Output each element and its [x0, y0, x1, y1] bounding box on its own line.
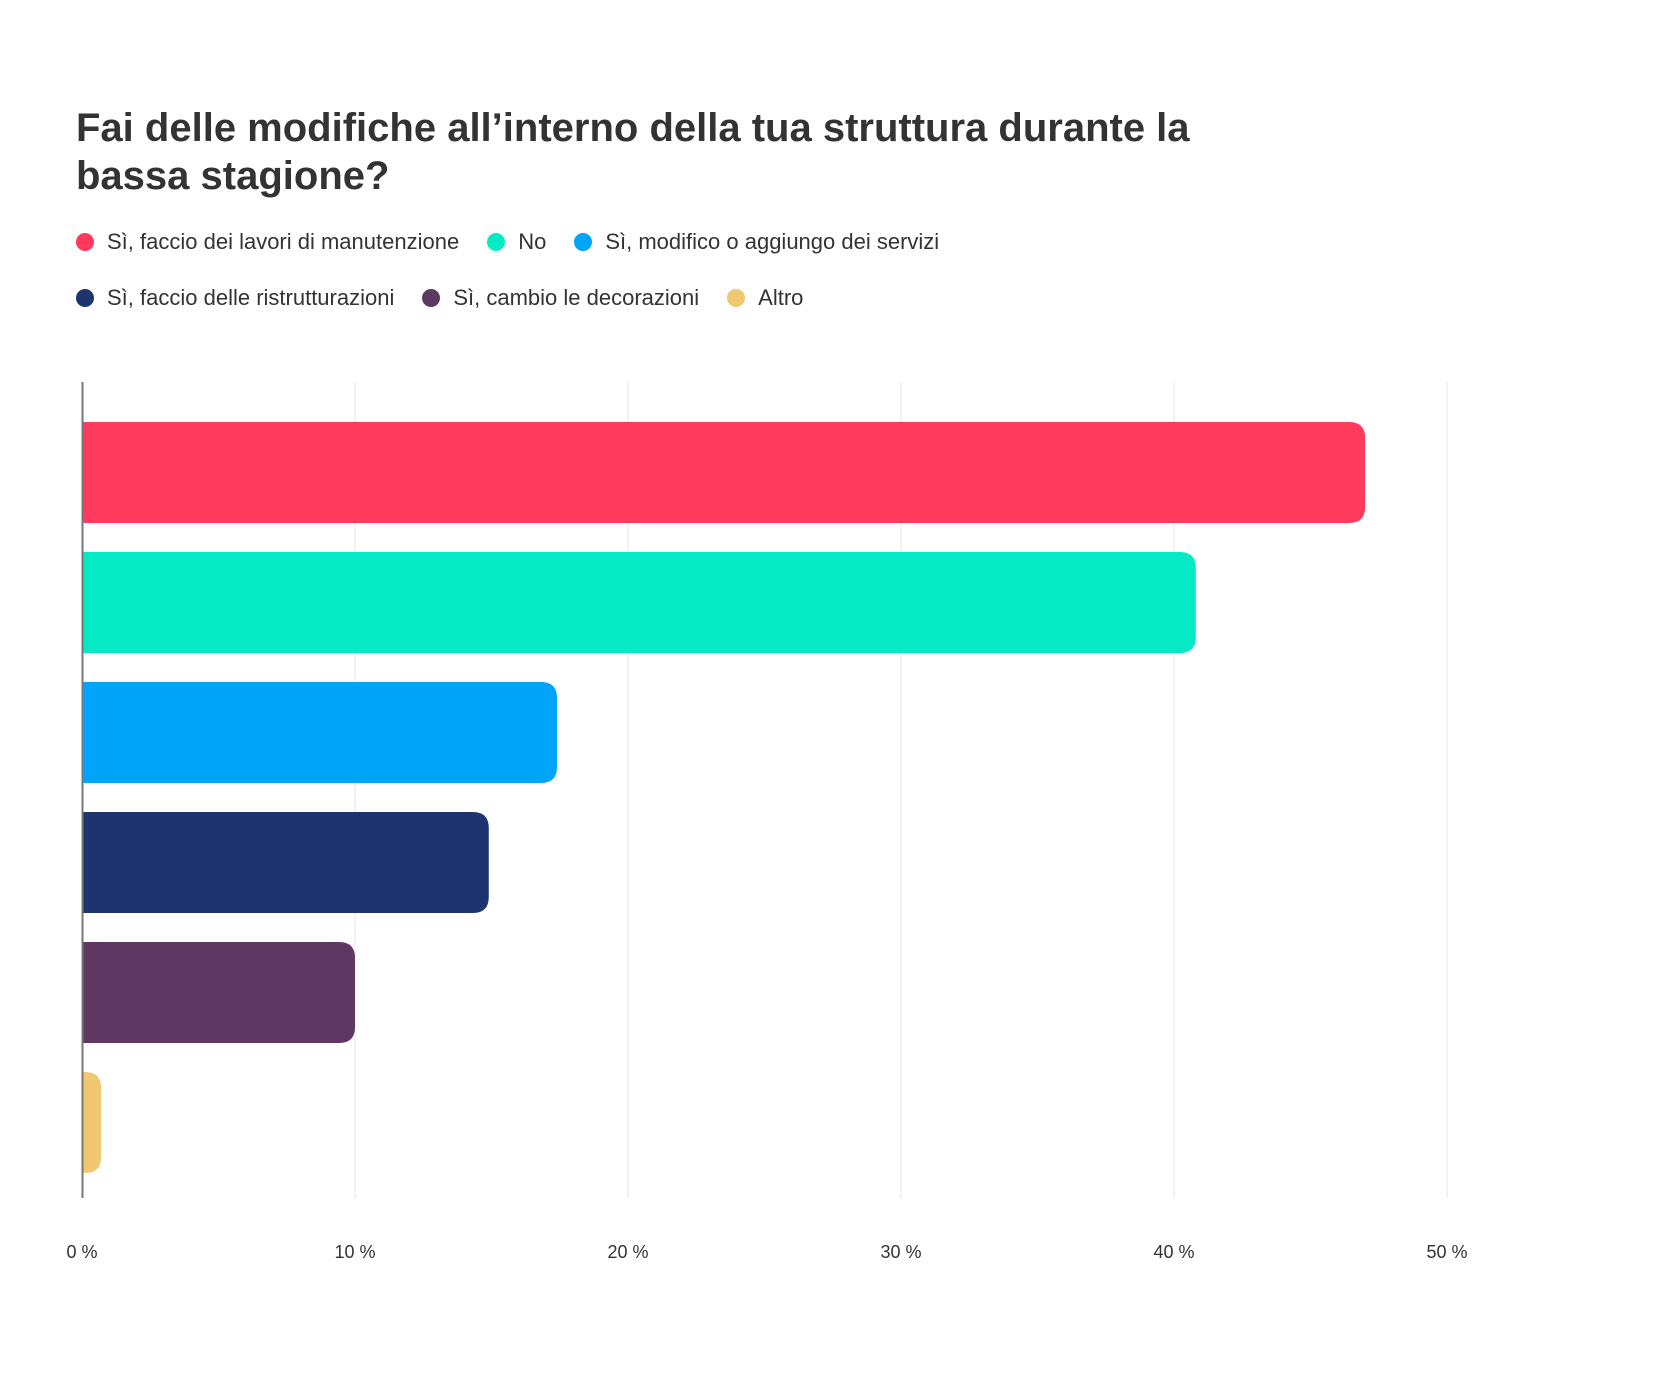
legend-label: Sì, faccio dei lavori di manutenzione [107, 229, 460, 254]
legend-item-no[interactable]: No [487, 229, 546, 255]
legend-label: Altro [758, 285, 804, 310]
legend-row: Sì, faccio dei lavori di manutenzione No… [76, 222, 1176, 262]
legend-item-decorazioni[interactable]: Sì, cambio le decorazioni [422, 285, 699, 311]
legend-row: Sì, faccio delle ristrutturazioni Sì, ca… [76, 278, 1176, 318]
legend-dot-icon [487, 233, 506, 251]
legend-label: Sì, modifico o aggiungo dei servizi [605, 229, 940, 254]
bar [82, 812, 489, 913]
bar [82, 942, 355, 1043]
legend-item-manutenzione[interactable]: Sì, faccio dei lavori di manutenzione [76, 229, 459, 255]
x-tick-label: 50 % [1426, 1242, 1467, 1262]
x-tick-label: 10 % [334, 1242, 375, 1262]
legend-item-altro[interactable]: Altro [727, 285, 803, 311]
legend-item-ristrutturazioni[interactable]: Sì, faccio delle ristrutturazioni [76, 285, 394, 311]
legend-label: Sì, faccio delle ristrutturazioni [107, 285, 395, 310]
x-tick-label: 20 % [607, 1242, 648, 1262]
legend-dot-icon [727, 289, 746, 307]
legend-dot-icon [76, 289, 94, 307]
bar [82, 422, 1366, 523]
bar [82, 682, 558, 783]
legend-dot-icon [574, 233, 593, 251]
legend-dot-icon [422, 289, 441, 307]
chart-title: Fai delle modifiche all’interno della tu… [76, 106, 1190, 198]
legend-label: No [518, 229, 547, 254]
x-tick-label: 0 % [66, 1242, 97, 1262]
bar [82, 552, 1196, 653]
legend-item-servizi[interactable]: Sì, modifico o aggiungo dei servizi [574, 229, 939, 255]
bar [82, 1072, 102, 1173]
legend-label: Sì, cambio le decorazioni [453, 285, 700, 310]
x-tick-label: 40 % [1153, 1242, 1194, 1262]
chart-legend: Sì, faccio dei lavori di manutenzione No… [76, 222, 1176, 334]
legend-dot-icon [76, 233, 94, 251]
x-tick-label: 30 % [880, 1242, 921, 1262]
